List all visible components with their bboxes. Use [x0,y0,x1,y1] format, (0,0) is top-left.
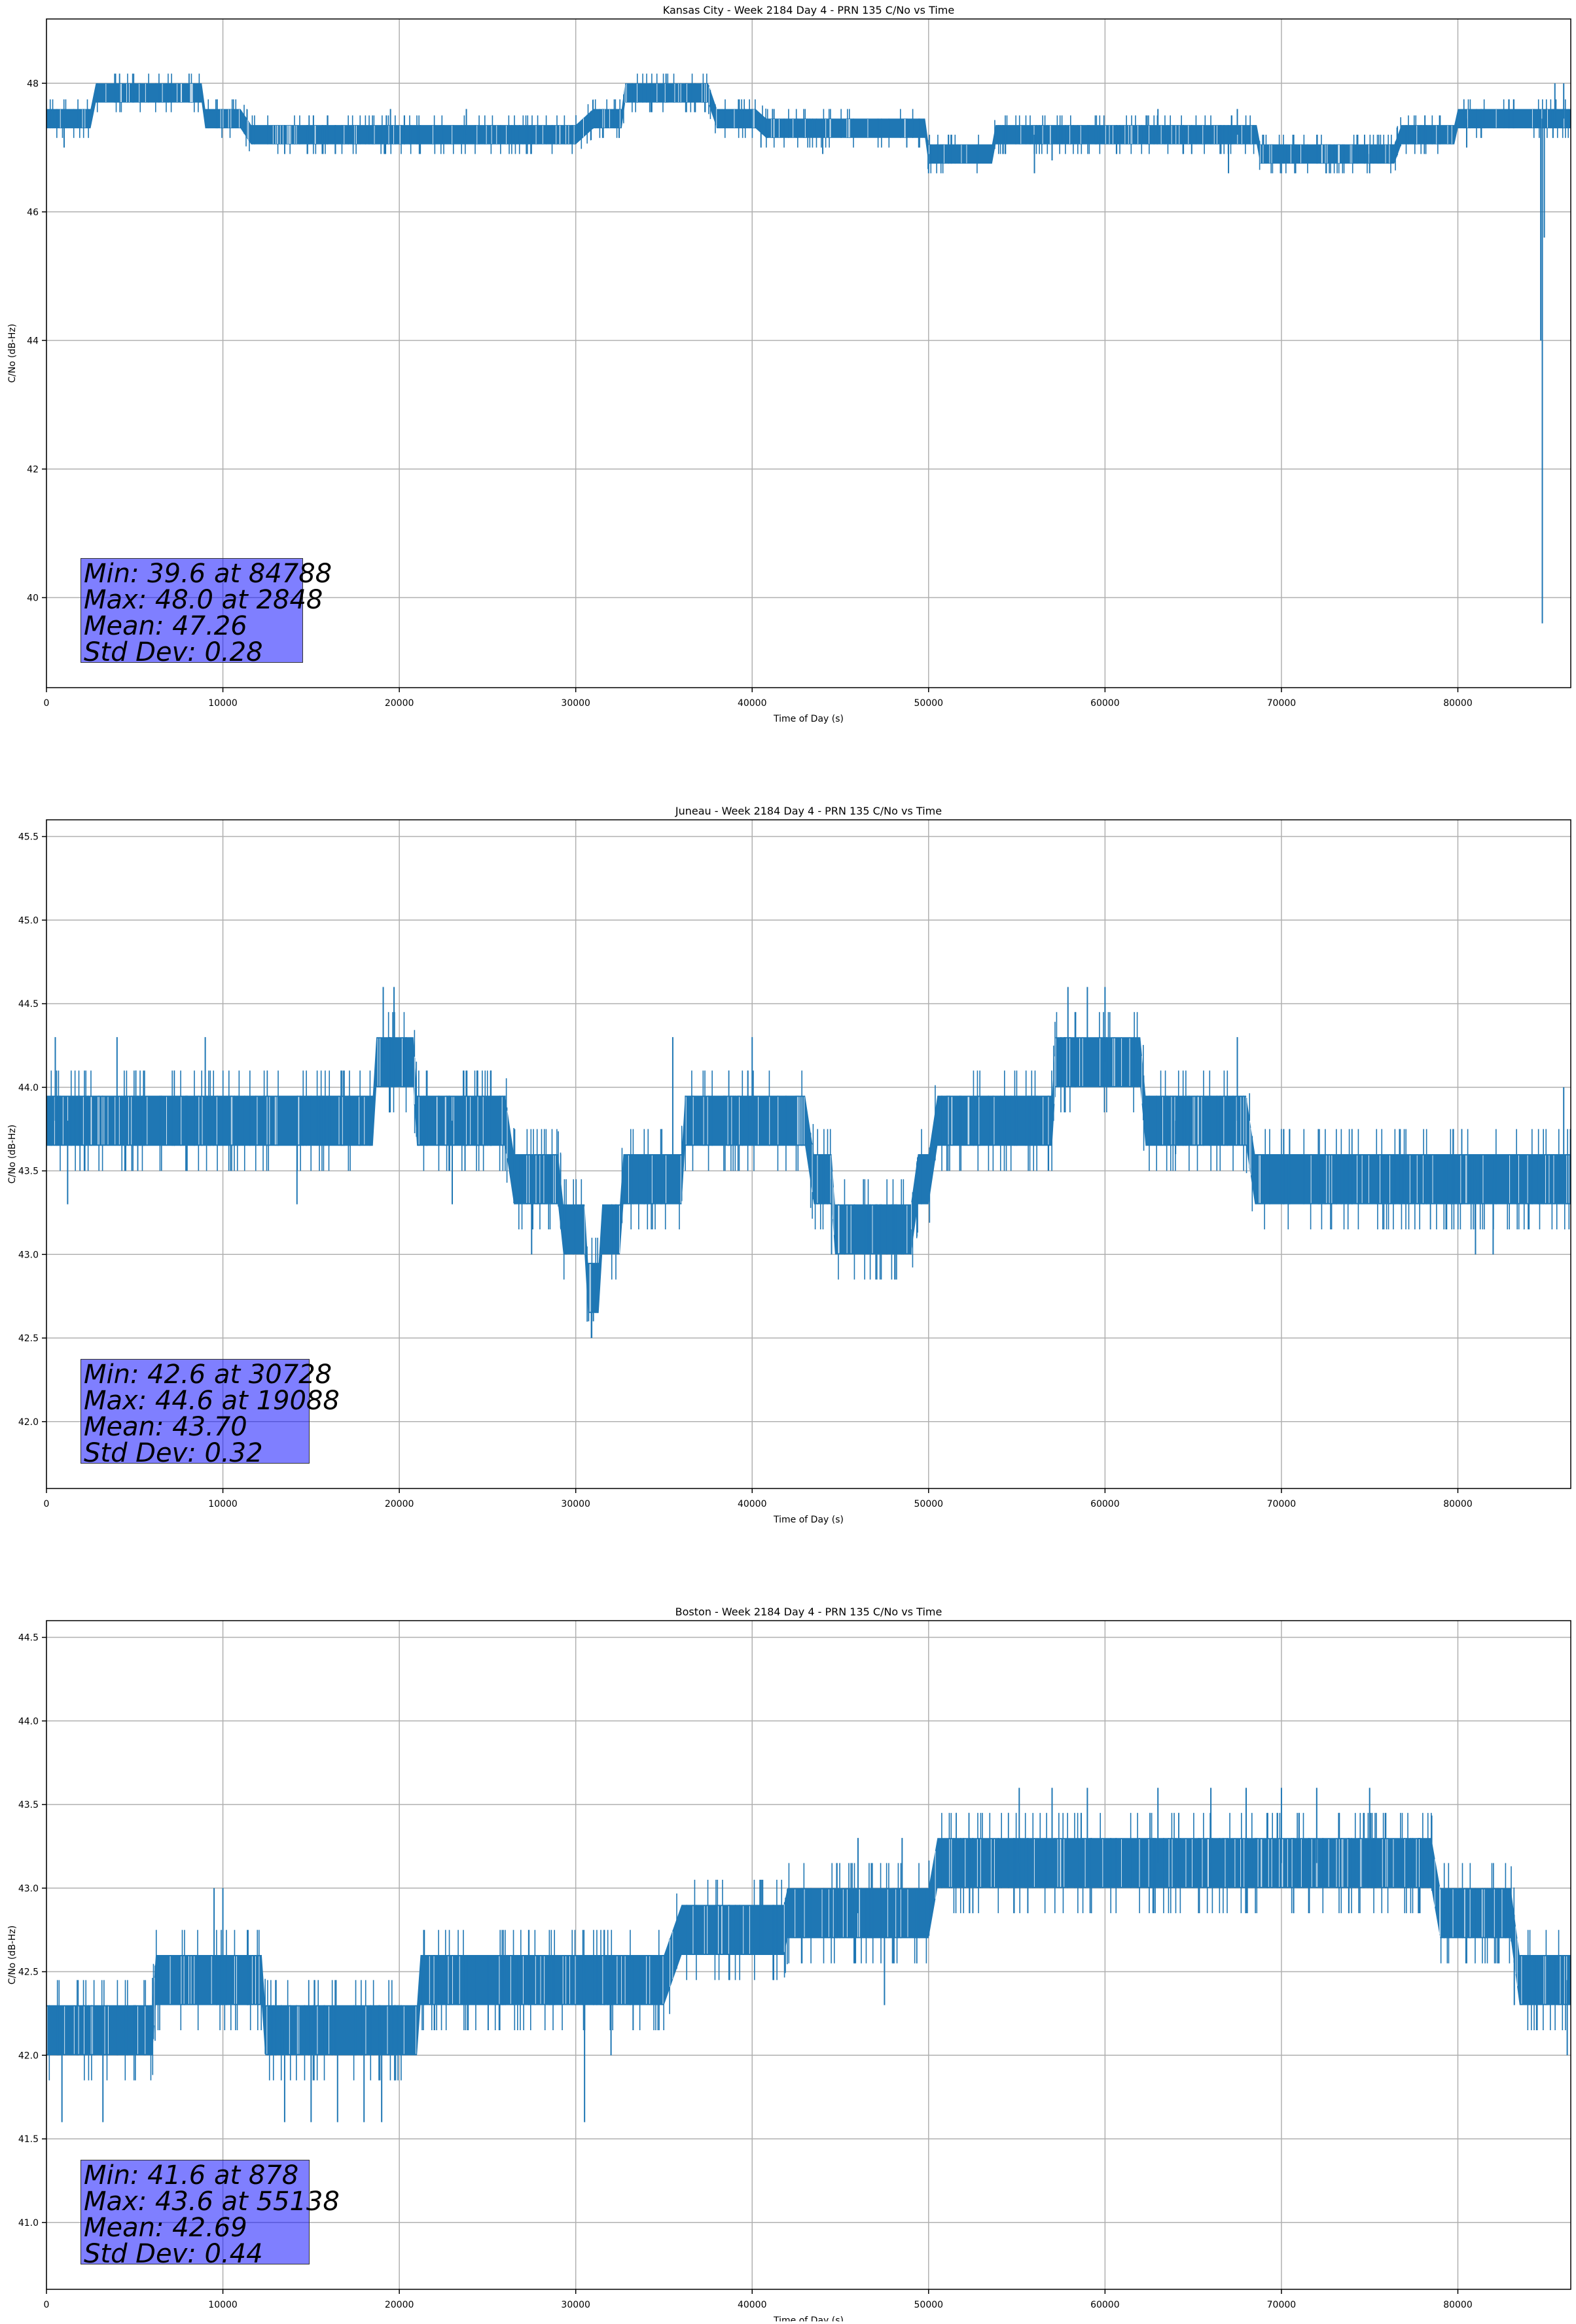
y-tick-label: 41.5 [18,2134,39,2145]
x-tick-label: 60000 [1090,1499,1120,1509]
stat-min: Min: 39.6 at 84788 [84,559,332,589]
stat-mean: Mean: 43.70 [84,1412,247,1442]
axes-frame [46,18,1571,688]
x-tick-label: 70000 [1267,2300,1297,2310]
x-tick-label: 50000 [914,2300,944,2310]
stats-box-juneau: Min: 42.6 at 30728 Max: 44.6 at 19088 Me… [81,1359,340,1468]
x-tick-label: 80000 [1443,1499,1473,1509]
series-band [46,83,1571,164]
y-tick-label: 45.5 [18,832,39,843]
stats-box-boston: Min: 41.6 at 878 Max: 43.6 at 55138 Mean… [81,2160,340,2269]
x-tick-label: 40000 [738,1499,767,1509]
y-tick-label: 44.5 [18,999,39,1010]
x-tick-label: 40000 [738,2300,767,2310]
x-tick-label: 60000 [1090,2300,1120,2310]
chart-title: Boston - Week 2184 Day 4 - PRN 135 C/No … [675,1606,942,1618]
axes-frame [46,1620,1571,2290]
stat-max: Max: 44.6 at 19088 [84,1386,340,1416]
y-tick-label: 43.5 [18,1167,39,1177]
y-tick-label: 43.0 [18,1884,39,1894]
y-tick-label: 44.0 [18,1083,39,1093]
x-tick-label: 40000 [738,698,767,709]
y-tick-label: 42.5 [18,1967,39,1978]
stat-max: Max: 48.0 at 2848 [84,585,323,615]
y-tick-label: 45.0 [18,915,39,926]
y-tick-label: 42 [27,465,39,475]
x-tick-label: 0 [44,2300,50,2310]
y-tick-label: 44.5 [18,1633,39,1644]
x-tick-label: 50000 [914,1499,944,1509]
y-tick-label: 42.5 [18,1333,39,1344]
y-tick-label: 48 [27,79,39,89]
axes-frame [46,819,1571,1489]
y-axis-label: C/No (dB-Hz) [7,1926,18,1984]
y-tick-label: 41.0 [18,2218,39,2228]
x-tick-label: 20000 [385,698,414,709]
x-tick-label: 50000 [914,698,944,709]
x-axis-label: Time of Day (s) [773,1515,844,1525]
x-tick-label: 80000 [1443,698,1473,709]
y-tick-label: 42.0 [18,2051,39,2061]
y-tick-label: 40 [27,593,39,603]
x-tick-label: 20000 [385,2300,414,2310]
x-tick-label: 30000 [561,698,590,709]
x-tick-label: 60000 [1090,698,1120,709]
stat-min: Min: 42.6 at 30728 [84,1360,332,1390]
x-tick-label: 70000 [1267,1499,1297,1509]
stat-max: Max: 43.6 at 55138 [84,2187,340,2217]
y-tick-label: 42.0 [18,1417,39,1428]
x-axis-label: Time of Day (s) [773,714,844,724]
x-tick-label: 20000 [385,1499,414,1509]
stat-min: Min: 41.6 at 878 [84,2160,299,2191]
x-tick-label: 70000 [1267,698,1297,709]
x-tick-label: 30000 [561,1499,590,1509]
y-tick-label: 43.0 [18,1250,39,1260]
y-tick-label: 43.5 [18,1800,39,1810]
stat-std-dev: Std Dev: 0.32 [84,1438,263,1468]
x-tick-label: 10000 [208,698,238,709]
chart-title: Kansas City - Week 2184 Day 4 - PRN 135 … [663,4,954,16]
y-axis-label: C/No (dB-Hz) [7,324,18,383]
x-tick-label: 0 [44,1499,50,1509]
chart-title: Juneau - Week 2184 Day 4 - PRN 135 C/No … [675,805,942,817]
y-tick-label: 44 [27,336,39,346]
x-tick-label: 30000 [561,2300,590,2310]
stat-std-dev: Std Dev: 0.44 [84,2239,263,2269]
stat-mean: Mean: 42.69 [84,2213,247,2243]
x-tick-label: 10000 [208,2300,238,2310]
stat-std-dev: Std Dev: 0.28 [84,637,263,667]
series-band [46,1838,1571,2056]
stat-mean: Mean: 47.26 [84,611,247,641]
x-axis-label: Time of Day (s) [773,2315,844,2321]
y-tick-label: 44.0 [18,1716,39,1727]
x-tick-label: 10000 [208,1499,238,1509]
y-tick-label: 46 [27,207,39,218]
stats-box-kansas-city: Min: 39.6 at 84788 Max: 48.0 at 2848 Mea… [81,558,332,667]
y-axis-label: C/No (dB-Hz) [7,1125,18,1184]
x-tick-label: 80000 [1443,2300,1473,2310]
x-tick-label: 0 [44,698,50,709]
